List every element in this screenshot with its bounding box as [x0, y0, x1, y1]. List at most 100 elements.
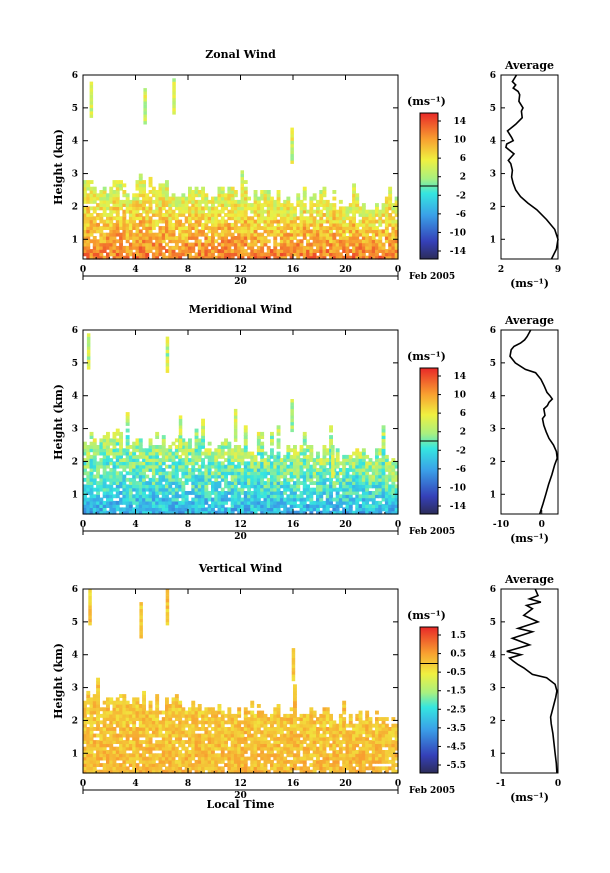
heatmap-cell	[165, 700, 169, 705]
heatmap-cell	[375, 226, 379, 230]
heatmap-cell	[391, 249, 396, 253]
heatmap-cell	[122, 704, 127, 708]
heatmap-cell	[109, 199, 114, 204]
heatmap-cell	[138, 500, 143, 505]
heatmap-cell	[119, 454, 123, 459]
heatmap-cell	[240, 769, 245, 774]
heatmap-cell	[355, 510, 360, 515]
heatmap-cell	[394, 504, 399, 508]
heatmap-cell	[312, 255, 317, 260]
heatmap-cell	[270, 199, 274, 204]
heatmap-cell	[115, 239, 120, 244]
heatmap-cell	[143, 101, 147, 105]
heatmap-cell	[181, 481, 186, 485]
heatmap-cell	[188, 759, 192, 764]
heatmap-cell	[299, 491, 304, 495]
heatmap-cell	[181, 461, 186, 466]
heatmap-cell	[217, 464, 222, 469]
heatmap-cell	[266, 203, 271, 207]
heatmap-cell	[319, 471, 324, 476]
heatmap-cell	[211, 245, 215, 250]
heatmap-cell	[109, 766, 114, 771]
heatmap-cell	[119, 510, 123, 515]
heatmap-cell	[250, 454, 255, 459]
heatmap-cell	[338, 487, 343, 492]
heatmap-cell	[243, 746, 248, 751]
heatmap-cell	[112, 464, 117, 469]
heatmap-cell	[270, 759, 274, 764]
heatmap-cell	[158, 209, 163, 214]
heatmap-cell	[394, 474, 399, 479]
heatmap-cell	[83, 710, 87, 715]
heatmap-cell	[83, 497, 87, 502]
heatmap-cell	[302, 190, 307, 194]
heatmap-cell	[214, 484, 219, 489]
heatmap-cell	[204, 245, 209, 250]
heatmap-cell	[178, 203, 183, 207]
heatmap-cell	[355, 448, 360, 453]
heatmap-cell	[243, 743, 248, 748]
heatmap-cell	[243, 249, 248, 253]
heatmap-cell	[138, 481, 143, 485]
heatmap-cell	[286, 736, 291, 741]
heatmap-cell	[161, 196, 166, 201]
heatmap-cell	[188, 461, 192, 466]
heatmap-cell	[204, 710, 209, 715]
heatmap-cell	[145, 717, 150, 721]
heatmap-cell	[151, 510, 156, 515]
heatmap-cell	[194, 428, 199, 433]
heatmap-cell	[355, 451, 360, 456]
heatmap-cell	[165, 454, 169, 459]
heatmap-cell	[158, 219, 163, 224]
heatmap-cell	[119, 481, 123, 485]
heatmap-cell	[138, 239, 143, 244]
heatmap-cell	[332, 206, 337, 211]
heatmap-cell	[309, 445, 314, 449]
y-tick-label: 4	[72, 137, 78, 147]
heatmap-cell	[378, 219, 383, 224]
heatmap-cell	[243, 216, 248, 221]
heatmap-cell	[112, 471, 117, 476]
heatmap-cell	[260, 736, 265, 741]
heatmap-cell	[250, 458, 255, 462]
average-frame	[500, 329, 559, 515]
heatmap-cell	[197, 481, 202, 485]
heatmap-cell	[92, 697, 97, 702]
heatmap-cell	[135, 441, 140, 446]
heatmap-cell	[329, 232, 333, 237]
heatmap-cell	[302, 431, 307, 436]
heatmap-cell	[207, 769, 212, 774]
heatmap-cell	[148, 487, 153, 492]
heatmap-cell	[270, 435, 274, 439]
heatmap-cell	[161, 461, 166, 466]
average-y-tick-label: 2	[490, 202, 496, 212]
heatmap-cell	[384, 222, 389, 227]
heatmap-cell	[371, 464, 376, 469]
heatmap-cell	[155, 727, 160, 731]
heatmap-cell	[92, 474, 97, 479]
heatmap-cell	[286, 196, 291, 201]
heatmap-cell	[174, 484, 179, 489]
heatmap-cell	[352, 458, 356, 462]
heatmap-cell	[220, 190, 225, 194]
heatmap-cell	[361, 510, 366, 515]
heatmap-cell	[109, 494, 114, 499]
heatmap-cell	[191, 766, 196, 771]
heatmap-cell	[237, 497, 242, 502]
heatmap-cell	[119, 766, 123, 771]
heatmap-cell	[109, 746, 114, 751]
heatmap-cell	[197, 769, 202, 774]
heatmap-cell	[92, 239, 97, 244]
heatmap-cell	[181, 710, 186, 715]
heatmap-cell	[145, 222, 150, 227]
heatmap-cell	[188, 474, 192, 479]
heatmap-cell	[214, 468, 219, 472]
heatmap-cell	[309, 468, 314, 472]
heatmap-cell	[119, 720, 123, 725]
heatmap-cell	[158, 710, 163, 715]
heatmap-cell	[138, 494, 143, 499]
heatmap-cell	[155, 733, 160, 738]
heatmap-cell	[342, 497, 347, 502]
heatmap-cell	[286, 494, 291, 499]
heatmap-cell	[240, 236, 245, 240]
